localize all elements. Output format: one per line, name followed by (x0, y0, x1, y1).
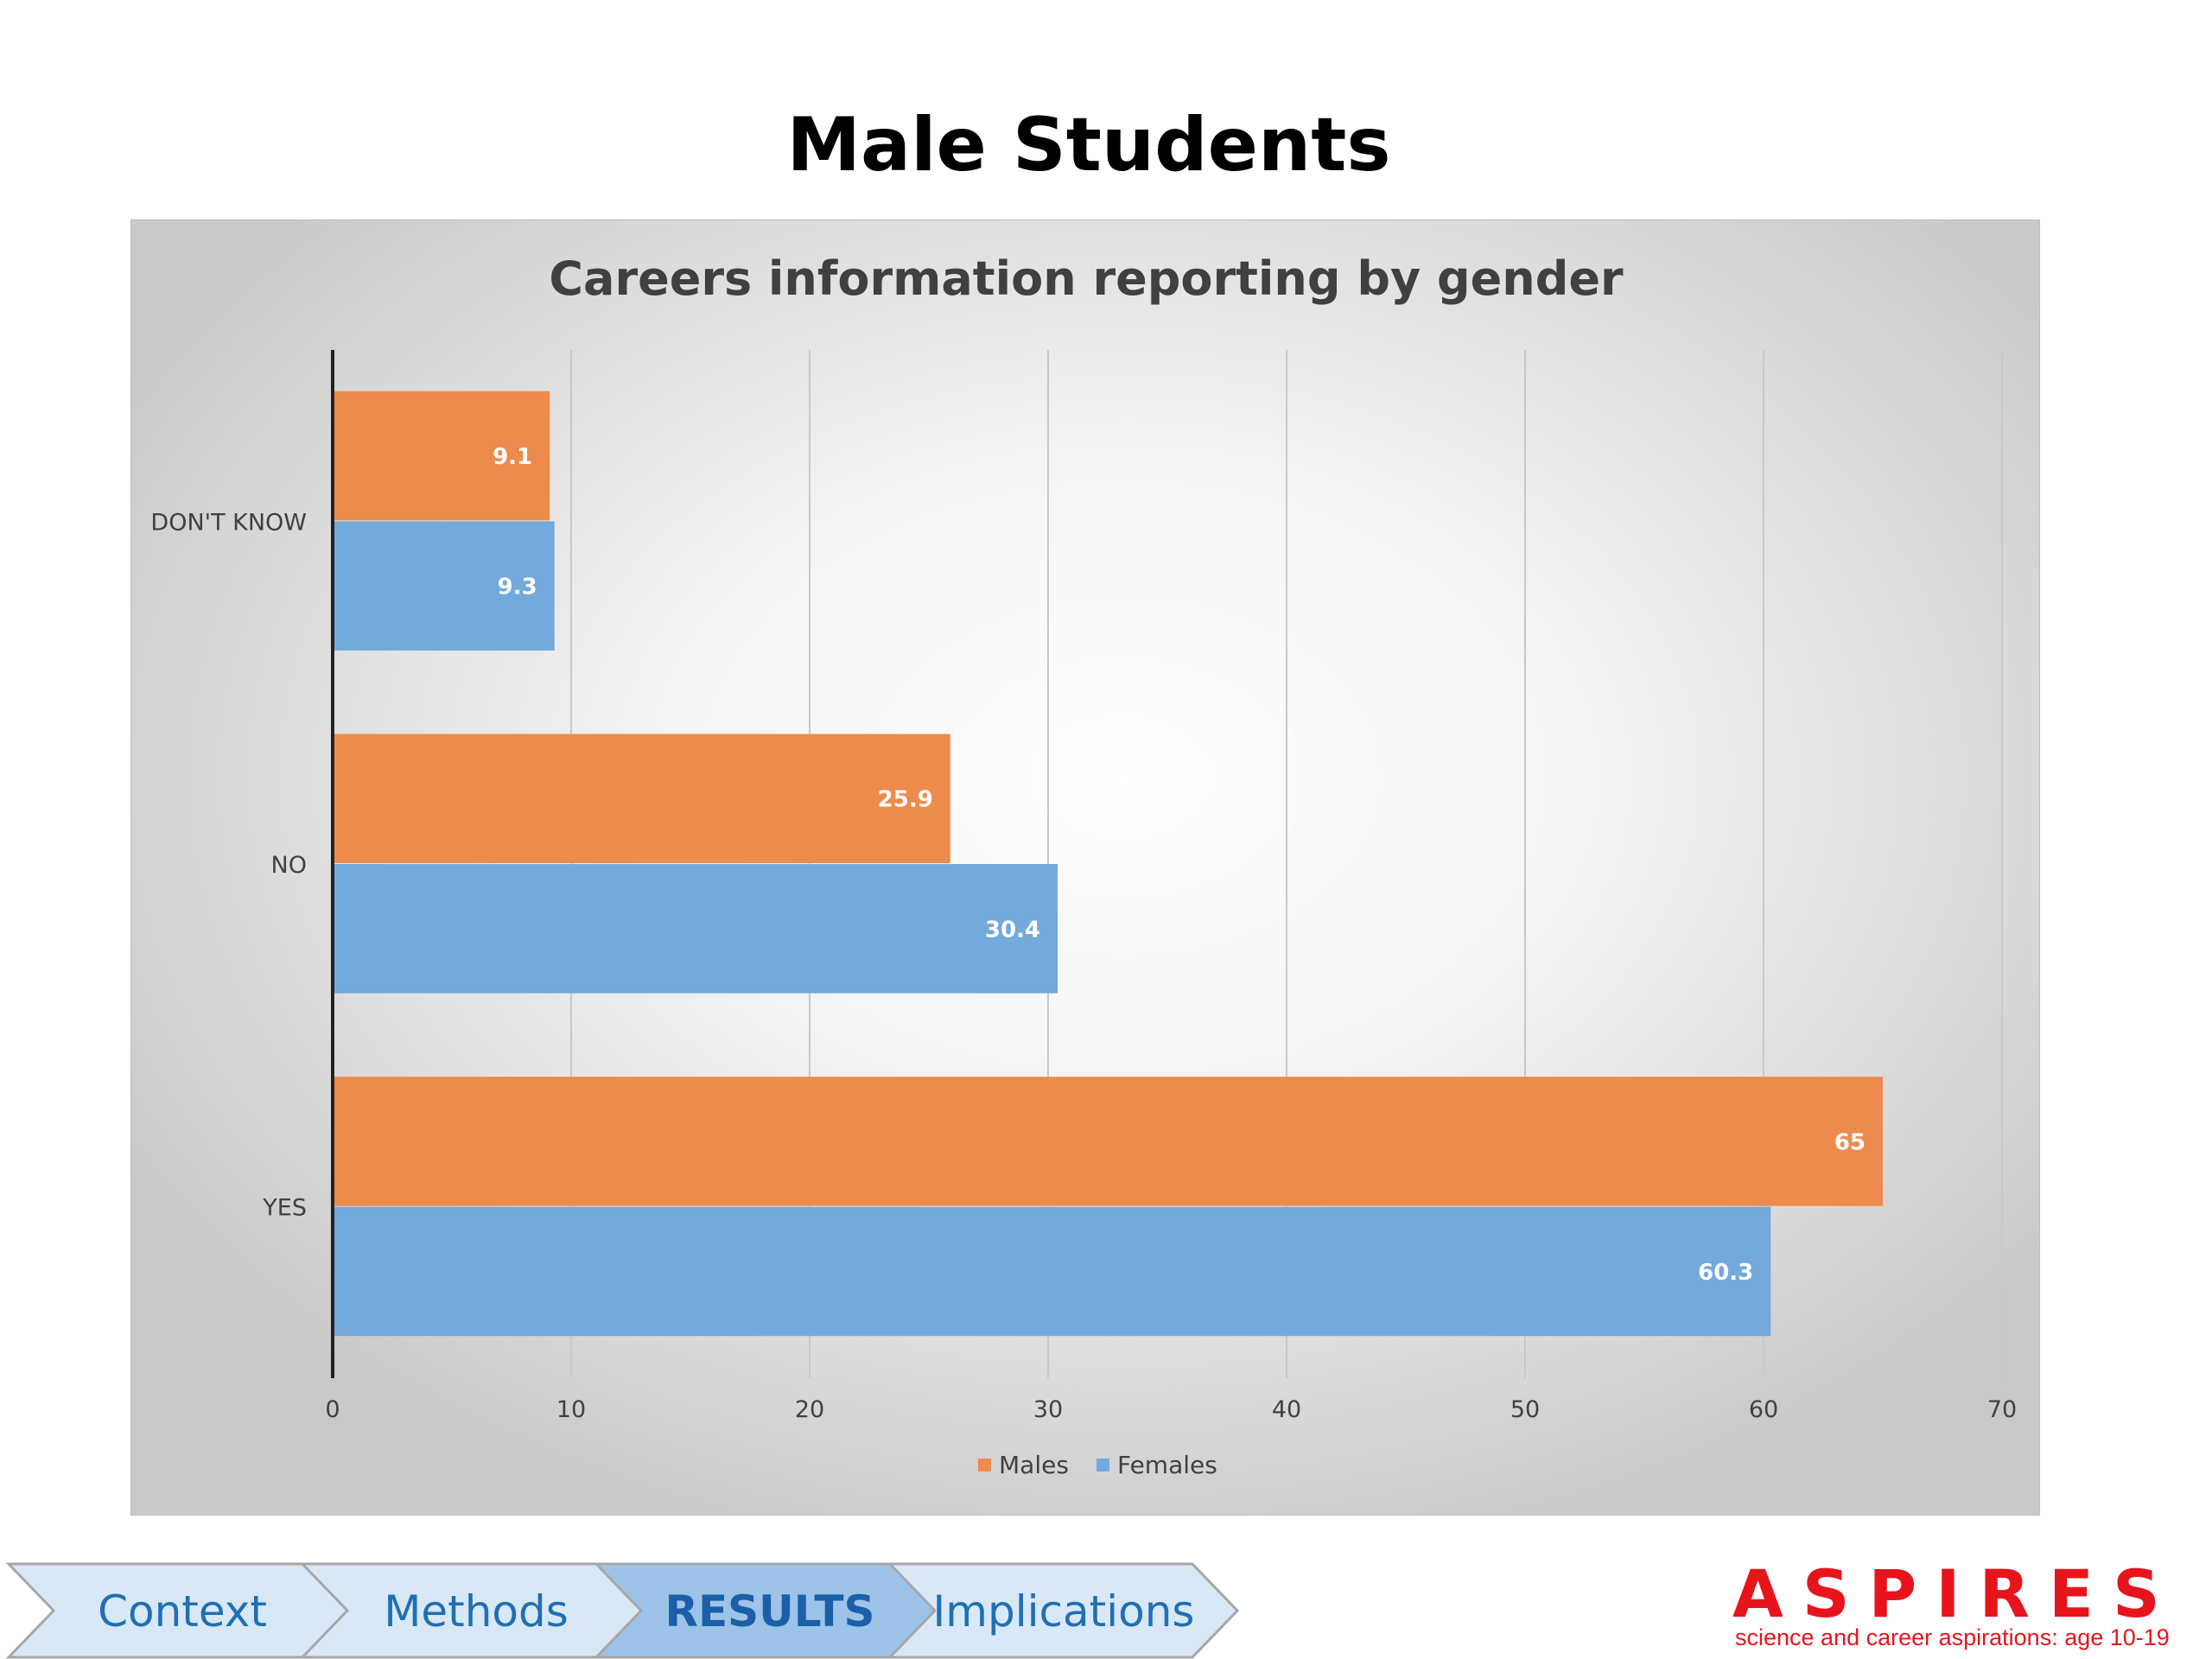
data-label: 65 (1834, 1129, 1866, 1155)
x-tick-label: 50 (1510, 1396, 1540, 1423)
data-label: 25.9 (878, 787, 933, 813)
y-category-label: YES (262, 1195, 307, 1222)
nav-tab-implications[interactable] (887, 1562, 1240, 1659)
data-label: 9.1 (493, 444, 532, 470)
nav-tab-label[interactable]: Context (98, 1586, 267, 1637)
bars: 9.1 9.3 25.9 30.4 65 60.3 (333, 391, 1883, 1337)
chart-title: Careers information reporting by gender (549, 251, 1624, 306)
nav-tab-label[interactable]: RESULTS (665, 1586, 875, 1637)
y-category-label: DON'T KNOW (150, 509, 307, 536)
x-tick-label: 20 (795, 1396, 824, 1423)
section-navigation: Context Methods RESULTS Implications (0, 1562, 1279, 1659)
legend-label: Females (1117, 1451, 1217, 1479)
bar-females-2 (333, 1206, 1771, 1337)
x-tick-label: 60 (1749, 1396, 1778, 1423)
slide-title: Male Students (786, 102, 1391, 188)
nav-tab-label[interactable]: Implications (933, 1586, 1195, 1637)
data-label: 9.3 (498, 575, 537, 601)
x-tick-label: 70 (1987, 1396, 2017, 1423)
legend-swatch-males (978, 1459, 991, 1471)
x-tick-label: 40 (1272, 1396, 1301, 1423)
legend-swatch-females (1096, 1459, 1109, 1471)
y-category-label: NO (271, 852, 307, 879)
x-tick-label: 0 (325, 1396, 340, 1423)
x-tick-label: 10 (556, 1396, 586, 1423)
data-label: 30.4 (985, 917, 1040, 943)
bar-chart: Careers information reporting by gender … (150, 251, 2017, 1479)
chart-panel: Careers information reporting by gender … (130, 219, 2040, 1516)
bar-females-1 (333, 864, 1058, 994)
brand-name: ASPIRES 2 (1732, 1555, 2212, 1632)
bar-males-1 (333, 734, 950, 863)
brand-tagline: science and career aspirations: age 10-1… (1735, 1624, 2170, 1650)
nav-chevrons: Context Methods RESULTS Implications (5, 1562, 1240, 1659)
x-tick-label: 30 (1033, 1396, 1063, 1423)
data-label: 60.3 (1698, 1260, 1753, 1286)
bar-males-0 (333, 391, 550, 521)
bar-females-0 (333, 521, 555, 651)
bar-males-2 (333, 1077, 1883, 1206)
legend-label: Males (999, 1451, 1069, 1479)
brand-logo: ASPIRES 2 science and career aspirations… (1732, 1555, 2212, 1650)
axes: 0 10 20 30 40 50 60 70 DON'T KNOW NO YES (150, 350, 2017, 1423)
legend: Males Females (978, 1451, 1217, 1479)
nav-tab-label[interactable]: Methods (384, 1586, 569, 1637)
